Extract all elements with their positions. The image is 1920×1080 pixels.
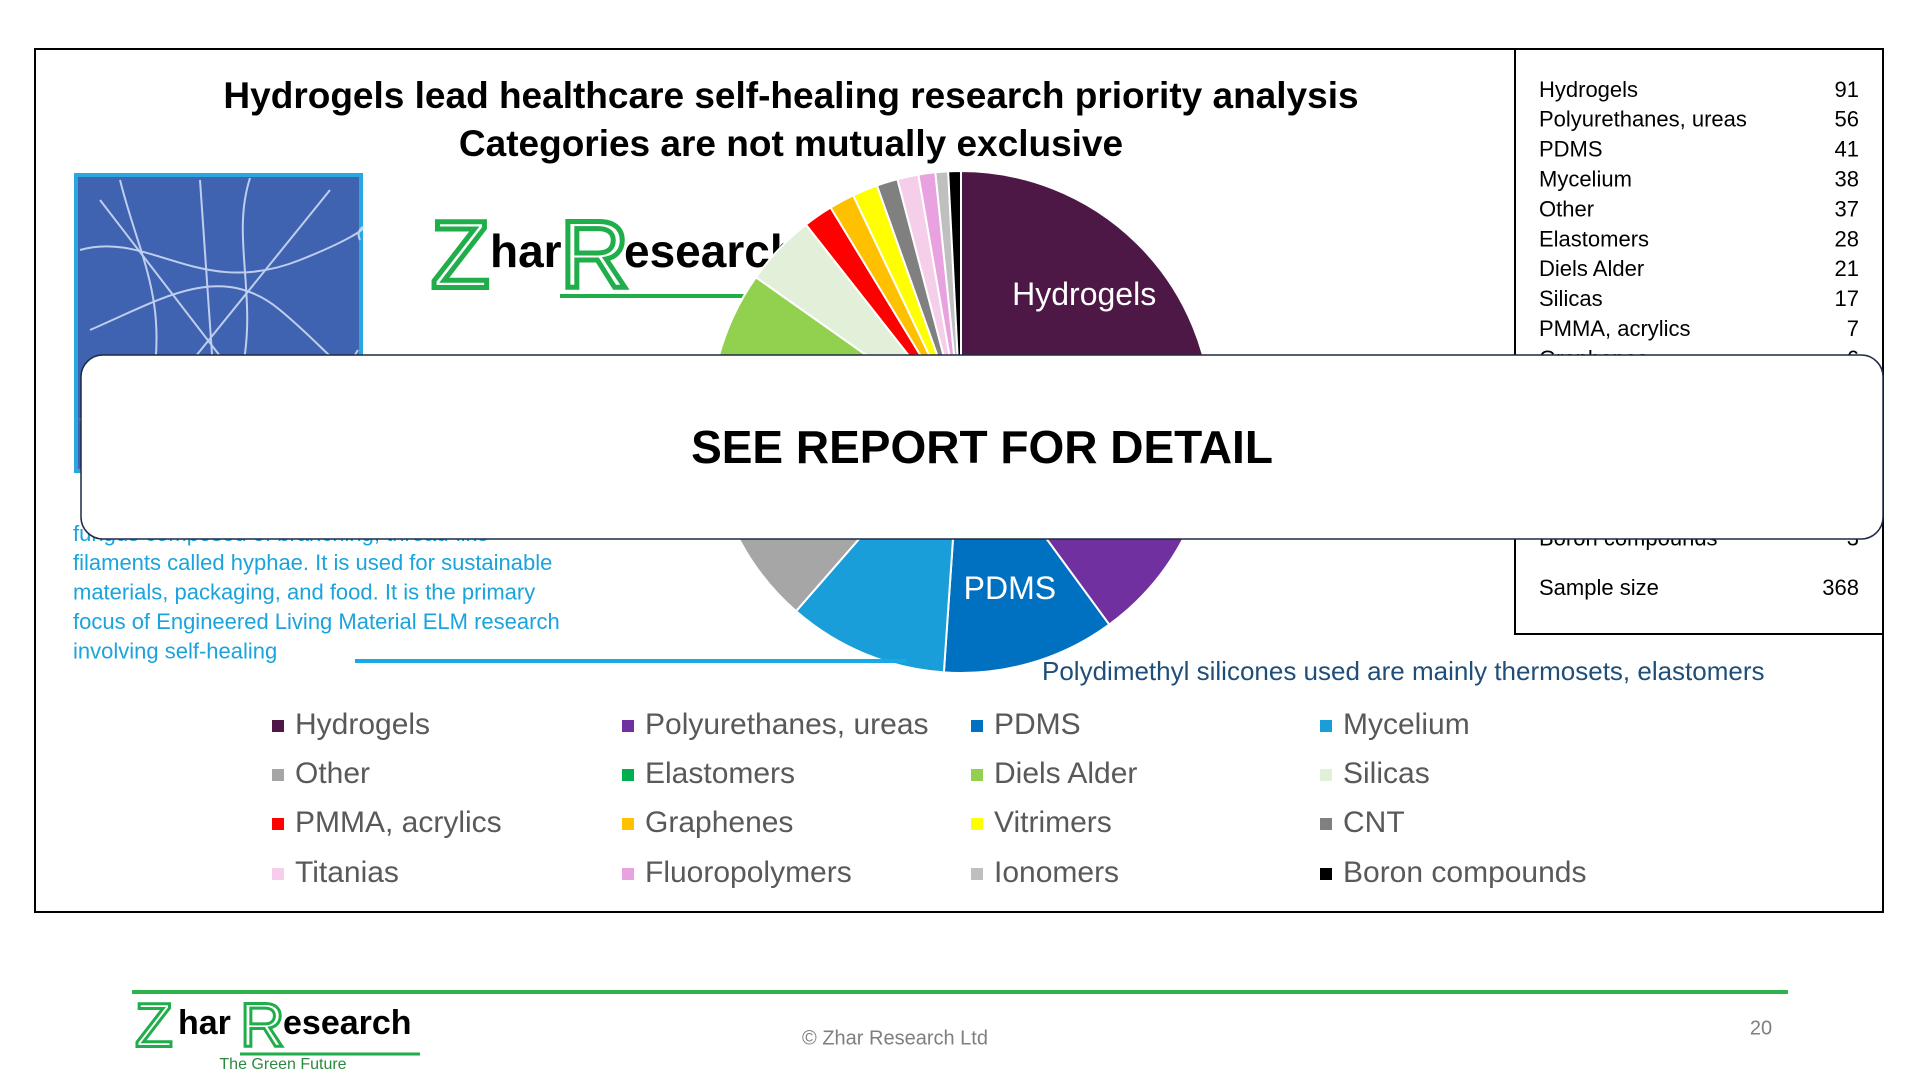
table-category: Elastomers [1539, 226, 1649, 251]
legend-label: Elastomers [645, 757, 795, 790]
table-category: Polyurethanes, ureas [1539, 107, 1747, 132]
table-value: 17 [1835, 286, 1859, 311]
table-value: 91 [1835, 77, 1859, 102]
annotation: Polydimethyl silicones used are mainly t… [1042, 656, 1765, 686]
table-value: 38 [1835, 167, 1859, 192]
legend-label: Mycelium [1343, 708, 1470, 741]
page-number: 20 [1750, 1017, 1772, 1039]
logo-text: har [178, 1004, 231, 1042]
table-value: 28 [1835, 226, 1859, 251]
logo-text: esearch [283, 1004, 412, 1042]
legend-label: CNT [1343, 806, 1405, 839]
slice-label: Hydrogels [1012, 276, 1156, 312]
table-category: Other [1539, 196, 1594, 221]
legend-swatch [622, 720, 634, 732]
legend-label: Graphenes [645, 806, 793, 839]
footer-logo: Z har R esearch The Green Future [134, 990, 420, 1073]
legend-swatch [971, 818, 983, 830]
legend-label: Other [295, 757, 370, 790]
legend-label: Ionomers [994, 856, 1119, 889]
legend-label: Silicas [1343, 757, 1430, 790]
legend-swatch [272, 720, 284, 732]
legend-swatch [971, 720, 983, 732]
legend-swatch [272, 818, 284, 830]
legend-label: PDMS [994, 708, 1081, 741]
legend-swatch [1320, 769, 1332, 781]
legend-label: Vitrimers [994, 806, 1112, 839]
legend-swatch [272, 868, 284, 880]
table-value: 7 [1847, 316, 1859, 341]
logo-text: har [490, 225, 562, 277]
logo: Z har R esearch [429, 199, 798, 311]
logo-initial: Z [135, 991, 173, 1060]
legend-swatch [622, 868, 634, 880]
chart-subtitle: Categories are not mutually exclusive [459, 123, 1123, 164]
legend-swatch [1320, 868, 1332, 880]
logo-initial: Z [431, 201, 490, 308]
legend-swatch [272, 769, 284, 781]
legend-label: Polyurethanes, ureas [645, 708, 929, 741]
legend-label: Fluoropolymers [645, 856, 852, 889]
table-value: 21 [1835, 256, 1859, 281]
table-category: Hydrogels [1539, 77, 1638, 102]
overlay: SEE REPORT FOR DETAIL [80, 354, 1884, 540]
legend-label: Boron compounds [1343, 856, 1587, 889]
annotation: involving self-healing [73, 638, 277, 663]
table-category: Mycelium [1539, 167, 1632, 192]
annotation: focus of Engineered Living Material ELM … [73, 609, 560, 634]
legend-swatch [971, 769, 983, 781]
slice-label: PDMS [964, 570, 1056, 606]
table-category: Diels Alder [1539, 256, 1644, 281]
legend-swatch [971, 868, 983, 880]
table-value: 56 [1835, 107, 1859, 132]
table-category: Silicas [1539, 286, 1603, 311]
legend-swatch [1320, 818, 1332, 830]
table-value: 37 [1835, 196, 1859, 221]
legend-swatch [1320, 720, 1332, 732]
copyright: © Zhar Research Ltd [802, 1027, 988, 1049]
annotation: filaments called hyphae. It is used for … [73, 550, 552, 575]
legend-label: Diels Alder [994, 757, 1137, 790]
sample-size: 368 [1822, 575, 1859, 600]
logo-tagline: The Green Future [219, 1056, 346, 1073]
legend-swatch [622, 769, 634, 781]
chart-title: Hydrogels lead healthcare self-healing r… [223, 75, 1358, 116]
legend-label: PMMA, acrylics [295, 806, 502, 839]
legend-label: Hydrogels [295, 708, 430, 741]
table-category: PMMA, acrylics [1539, 316, 1691, 341]
annotation: materials, packaging, and food. It is th… [73, 580, 535, 605]
overlay-text: SEE REPORT FOR DETAIL [691, 421, 1273, 473]
table-category: PDMS [1539, 137, 1603, 162]
logo-initial: R [560, 201, 629, 308]
table-value: 41 [1835, 137, 1859, 162]
logo-initial: R [240, 991, 285, 1060]
legend-label: Titanias [295, 856, 399, 889]
sample-size-label: Sample size [1539, 575, 1659, 600]
legend-swatch [622, 818, 634, 830]
